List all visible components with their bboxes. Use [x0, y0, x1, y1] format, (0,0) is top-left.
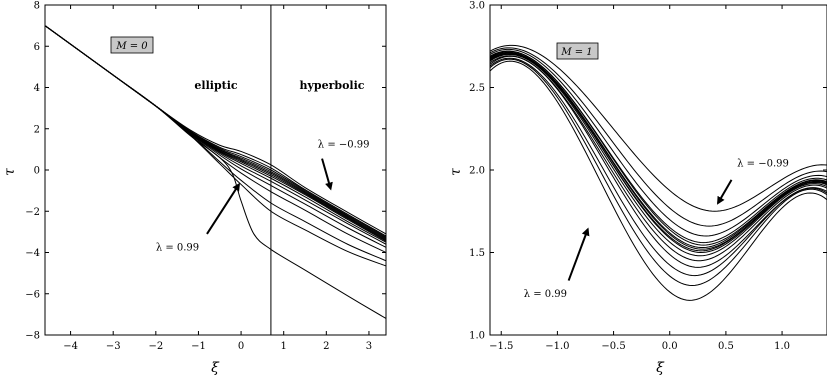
x-tick-label: −1.5 — [489, 341, 513, 352]
hyperbolic-label: hyperbolic — [300, 79, 365, 92]
y-tick-label: −8 — [25, 331, 40, 342]
lambda-annotation: λ = −0.99 — [737, 159, 789, 170]
left-annotations: λ = −0.99 λ = 0.99 — [156, 139, 370, 253]
y-tick-label: 3.0 — [469, 1, 485, 12]
x-tick-label: −0.5 — [601, 341, 625, 352]
left-y-axis-label: τ — [2, 168, 18, 176]
series-line-9 — [490, 53, 827, 253]
y-tick-label: 1.0 — [469, 331, 485, 342]
lambda-annotation: λ = −0.99 — [318, 139, 370, 150]
series-line-13 — [490, 57, 827, 277]
y-tick-label: −2 — [25, 207, 40, 218]
series-line-2 — [490, 47, 827, 227]
y-tick-label: 2.5 — [469, 83, 485, 94]
y-tick-label: 8 — [34, 1, 40, 12]
left-m-label: M = 0 — [115, 41, 148, 52]
x-tick-label: 1 — [281, 341, 287, 352]
left-chart: −4 −3 −2 −1 0 1 2 3 −8 −6 −4 −2 0 2 4 6 8 λ = −0.99 λ = 0… — [2, 1, 387, 376]
x-tick-label: −2 — [148, 341, 163, 352]
series-line-7 — [490, 52, 827, 250]
right-m-box — [556, 42, 599, 60]
series-line-5 — [490, 50, 827, 246]
y-tick-label: 6 — [34, 42, 40, 53]
x-tick-label: −1.0 — [545, 341, 569, 352]
series-line-3 — [490, 48, 827, 237]
x-tick-label: −3 — [106, 341, 121, 352]
y-tick-label: 2.0 — [469, 166, 485, 177]
lambda-annotation: λ = 0.99 — [156, 242, 199, 253]
right-annotations: λ = −0.99 λ = 0.99 — [524, 159, 789, 300]
left-x-axis-label: ξ — [211, 360, 220, 376]
left-curves — [45, 25, 386, 319]
series-line-4 — [45, 25, 386, 239]
x-tick-label: −1 — [191, 341, 206, 352]
x-tick-label: 2 — [323, 341, 329, 352]
right-chart: −1.5 −1.0 −0.5 0.0 0.5 1.0 1.0 1.5 2.0 2.5 3.0 λ =… — [448, 1, 827, 376]
series-line-1 — [45, 25, 386, 235]
annotation-arrow — [321, 158, 333, 191]
series-line-8 — [490, 53, 827, 252]
y-tick-label: 4 — [34, 83, 40, 94]
series-line-10 — [490, 53, 827, 257]
annotation-arrow — [717, 179, 733, 205]
series-line-12 — [490, 55, 827, 268]
y-tick-label: 2 — [34, 124, 40, 135]
series-line-14 — [490, 58, 827, 287]
series-line-1 — [490, 44, 827, 212]
series-line-15 — [490, 60, 827, 301]
right-x-axis-label: ξ — [656, 360, 665, 376]
left-ticks: −4 −3 −2 −1 0 1 2 3 −8 −6 −4 −2 0 2 4 6 8 — [25, 1, 386, 352]
y-tick-label: −6 — [25, 289, 40, 300]
right-curves — [490, 44, 827, 301]
x-tick-label: 3 — [366, 341, 372, 352]
y-tick-label: 0 — [34, 166, 40, 177]
y-tick-label: −4 — [25, 248, 40, 259]
right-y-axis-label: τ — [448, 168, 464, 176]
left-m-box — [110, 36, 154, 54]
elliptic-label: elliptic — [194, 79, 237, 92]
x-tick-label: 1.0 — [774, 341, 790, 352]
y-tick-label: 1.5 — [469, 248, 485, 259]
annotation-arrow — [567, 227, 590, 281]
lambda-annotation: λ = 0.99 — [524, 289, 567, 300]
right-m-label: M = 1 — [560, 47, 592, 58]
x-tick-label: 0.5 — [718, 341, 734, 352]
left-axes-frame — [44, 4, 387, 336]
x-tick-label: 0.0 — [662, 341, 678, 352]
series-line-14 — [45, 25, 386, 319]
right-ticks: −1.5 −1.0 −0.5 0.0 0.5 1.0 1.0 1.5 2.0 2.5 3.0 — [469, 1, 827, 352]
x-tick-label: 0 — [238, 341, 244, 352]
x-tick-label: −4 — [63, 341, 78, 352]
annotation-arrow — [206, 182, 241, 235]
